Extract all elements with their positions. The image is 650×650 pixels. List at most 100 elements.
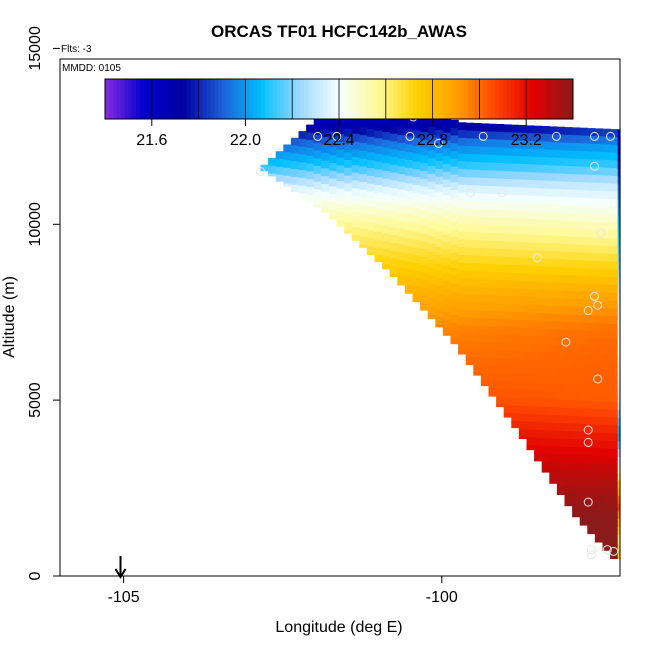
heatmap-cell bbox=[465, 356, 474, 366]
heatmap-cell bbox=[442, 234, 452, 243]
heatmap-cell bbox=[534, 406, 543, 415]
heatmap-cell bbox=[518, 210, 528, 220]
heatmap-cell bbox=[382, 186, 391, 195]
heatmap-cell bbox=[336, 126, 345, 135]
heatmap-cell bbox=[564, 181, 573, 191]
heatmap-cell bbox=[450, 322, 459, 332]
colorbar-segment bbox=[163, 79, 168, 119]
colorbar-segment bbox=[218, 79, 223, 119]
colorbar-segment bbox=[225, 79, 231, 119]
heatmap-cell bbox=[594, 346, 604, 356]
heatmap-cell bbox=[480, 217, 490, 226]
heatmap-cell bbox=[594, 167, 604, 176]
heatmap-cell bbox=[541, 438, 550, 447]
heatmap-cell bbox=[617, 550, 621, 559]
heatmap-cell bbox=[564, 400, 573, 409]
heatmap-cell bbox=[351, 211, 360, 221]
observation-marker bbox=[313, 131, 323, 141]
heatmap-cell bbox=[511, 155, 520, 165]
heatmap-cell bbox=[450, 260, 459, 269]
heatmap-cell bbox=[572, 338, 581, 347]
colorbar-segment bbox=[253, 79, 258, 119]
heatmap-cell bbox=[526, 250, 535, 259]
heatmap-cell bbox=[564, 197, 573, 206]
colorbar-segment bbox=[549, 79, 554, 119]
heatmap-cell bbox=[518, 179, 528, 188]
heatmap-cell bbox=[435, 184, 444, 193]
heatmap-cell bbox=[518, 437, 528, 439]
heatmap-cell bbox=[488, 178, 497, 187]
heatmap-cell bbox=[518, 187, 528, 196]
heatmap-cell bbox=[450, 307, 459, 316]
heatmap-cell bbox=[549, 477, 558, 484]
heatmap-cell bbox=[488, 209, 497, 218]
heatmap-cell bbox=[404, 136, 414, 145]
heatmap-cell bbox=[572, 127, 581, 136]
heatmap-cell bbox=[564, 439, 573, 448]
heatmap-cell bbox=[587, 276, 596, 285]
heatmap-cell bbox=[617, 183, 621, 193]
heatmap-cell bbox=[435, 239, 444, 248]
heatmap-cell bbox=[541, 266, 550, 275]
heatmap-cell bbox=[313, 127, 322, 136]
heatmap-cell bbox=[496, 404, 505, 408]
heatmap-cell bbox=[412, 262, 421, 272]
heatmap-cell bbox=[503, 397, 512, 406]
heatmap-cell bbox=[602, 159, 611, 169]
heatmap-cell bbox=[541, 274, 550, 283]
heatmap-cell bbox=[382, 178, 391, 188]
heatmap-cell bbox=[404, 284, 414, 294]
heatmap-cell bbox=[511, 296, 520, 305]
colorbar-segment bbox=[565, 79, 570, 119]
heatmap-cell bbox=[435, 317, 444, 326]
heatmap-cell bbox=[404, 191, 414, 200]
heatmap-cell bbox=[503, 241, 512, 250]
heatmap-cell bbox=[458, 215, 467, 225]
heatmap-cell bbox=[526, 398, 535, 407]
heatmap-cell bbox=[496, 256, 505, 265]
heatmap-cell bbox=[541, 469, 550, 473]
heatmap-cell bbox=[480, 365, 490, 374]
heatmap-cell bbox=[344, 183, 353, 192]
heatmap-cell bbox=[534, 437, 543, 447]
heatmap-cell bbox=[534, 141, 543, 150]
heatmap-cell bbox=[587, 260, 596, 270]
heatmap-cell bbox=[594, 323, 604, 332]
heatmap-cell bbox=[328, 163, 338, 172]
heatmap-cell bbox=[549, 188, 558, 198]
heatmap-cell bbox=[404, 167, 414, 177]
heatmap-cell bbox=[564, 407, 573, 417]
heatmap-cell bbox=[617, 191, 621, 201]
heatmap-cell bbox=[420, 295, 429, 305]
heatmap-cell bbox=[503, 202, 512, 211]
heatmap-cell bbox=[549, 266, 558, 276]
heatmap-cell bbox=[336, 165, 345, 174]
heatmap-cell bbox=[610, 300, 619, 310]
heatmap-cell bbox=[617, 261, 621, 271]
heatmap-cell bbox=[549, 149, 558, 159]
heatmap-cell bbox=[587, 401, 596, 410]
heatmap-cell bbox=[579, 213, 588, 222]
heatmap-cell bbox=[617, 300, 621, 310]
heatmap-cell bbox=[587, 198, 596, 207]
heatmap-cell bbox=[541, 328, 550, 338]
heatmap-cell bbox=[518, 351, 528, 360]
heatmap-cell bbox=[382, 163, 391, 172]
heatmap-cell bbox=[610, 526, 619, 536]
heatmap-cell bbox=[503, 257, 512, 266]
heatmap-cell bbox=[488, 388, 497, 397]
heatmap-cell bbox=[458, 231, 467, 240]
heatmap-cell bbox=[503, 225, 512, 235]
heatmap-cell bbox=[610, 168, 619, 177]
heatmap-cell bbox=[526, 133, 535, 142]
heatmap-cell bbox=[564, 462, 573, 471]
heatmap-cell bbox=[488, 295, 497, 304]
heatmap-cell bbox=[351, 164, 360, 174]
heatmap-cell bbox=[602, 347, 611, 356]
heatmap-cell bbox=[587, 284, 596, 293]
heatmap-cell bbox=[442, 202, 452, 212]
heatmap-cell bbox=[549, 259, 558, 268]
heatmap-cell bbox=[389, 164, 398, 174]
heatmap-cell bbox=[382, 225, 391, 234]
observation-marker bbox=[590, 161, 599, 171]
